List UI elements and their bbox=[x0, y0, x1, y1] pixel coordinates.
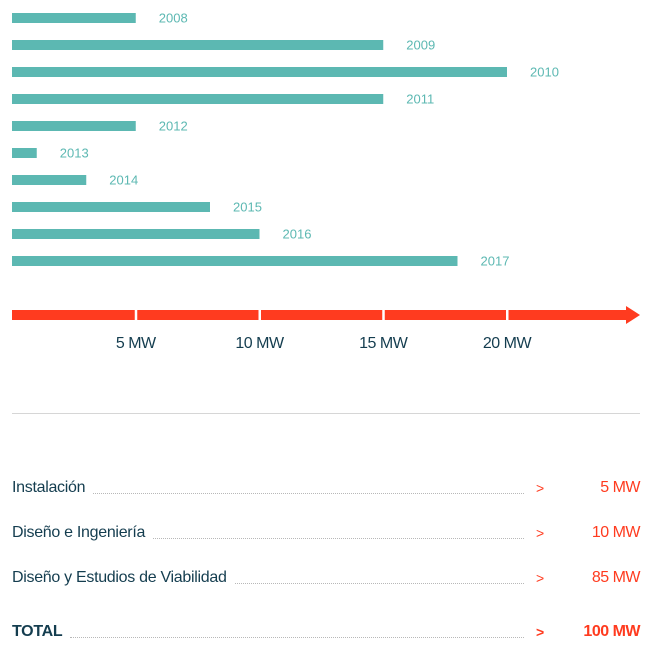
dotted-leader bbox=[153, 537, 524, 539]
summary-row-instalacion: Instalación > 5 MW bbox=[12, 477, 641, 499]
summary-value: 85 MW bbox=[591, 569, 641, 586]
bar-2013 bbox=[12, 148, 37, 158]
chevron-right-icon: > bbox=[536, 570, 545, 586]
summary-label: Instalación bbox=[12, 479, 86, 496]
bar-2010 bbox=[12, 67, 507, 77]
bar-2014 bbox=[12, 175, 87, 185]
bar-2017 bbox=[12, 256, 458, 266]
chevron-right-icon: > bbox=[536, 480, 545, 496]
tick-label-15: 15 MW bbox=[359, 335, 409, 352]
axis-tick-5 bbox=[134, 309, 138, 321]
summary-value: 5 MW bbox=[600, 479, 640, 496]
summary-label: Diseño y Estudios de Viabilidad bbox=[12, 569, 227, 586]
tick-label-20: 20 MW bbox=[483, 335, 533, 352]
bar-2015 bbox=[12, 202, 210, 212]
bar-label-2017: 2017 bbox=[481, 254, 510, 269]
bar-label-2008: 2008 bbox=[159, 11, 188, 26]
divider bbox=[12, 413, 640, 414]
bar-label-2010: 2010 bbox=[530, 65, 559, 80]
axis-tick-10 bbox=[258, 309, 261, 321]
bar-2011 bbox=[12, 94, 384, 104]
bars-group: 2008 2009 2010 2011 2012 2013 2014 2015 2016 2017 bbox=[12, 11, 559, 269]
summary-row-diseno-estudios: Diseño y Estudios de Viabilidad > 85 MW bbox=[12, 567, 641, 589]
bar-label-2013: 2013 bbox=[60, 146, 89, 161]
dotted-leader bbox=[70, 636, 524, 638]
chevron-right-icon: > bbox=[536, 624, 545, 640]
bar-2009 bbox=[12, 40, 384, 50]
bar-chart: 2008 2009 2010 2011 2012 2013 2014 2015 2016 2017… bbox=[12, 11, 640, 352]
summary-row-diseno-ingenieria: Diseño e Ingeniería > 10 MW bbox=[12, 522, 641, 544]
total-value: 100 MW bbox=[583, 623, 640, 640]
bar-label-2011: 2011 bbox=[406, 92, 434, 107]
axis-line bbox=[12, 310, 628, 320]
axis-tick-20 bbox=[506, 309, 509, 321]
bar-2012 bbox=[12, 121, 136, 131]
x-axis: 5 MW 10 MW 15 MW 20 MW bbox=[12, 306, 640, 352]
bar-label-2009: 2009 bbox=[406, 38, 435, 53]
dotted-leader bbox=[93, 492, 524, 494]
axis-arrow-icon bbox=[626, 306, 640, 324]
summary-label: Diseño e Ingeniería bbox=[12, 524, 146, 541]
bar-2008 bbox=[12, 13, 136, 23]
dotted-leader bbox=[234, 582, 524, 584]
chevron-right-icon: > bbox=[536, 525, 545, 541]
bar-2016 bbox=[12, 229, 260, 239]
axis-tick-15 bbox=[382, 309, 385, 321]
tick-label-5: 5 MW bbox=[116, 335, 157, 352]
bar-label-2012: 2012 bbox=[159, 119, 188, 134]
bar-label-2015: 2015 bbox=[233, 200, 262, 215]
summary-value: 10 MW bbox=[591, 524, 641, 541]
bar-label-2016: 2016 bbox=[283, 227, 312, 242]
total-label: TOTAL bbox=[12, 623, 63, 640]
bar-label-2014: 2014 bbox=[109, 173, 138, 188]
summary-row-total: TOTAL > 100 MW bbox=[12, 621, 641, 643]
tick-label-10: 10 MW bbox=[235, 335, 285, 352]
